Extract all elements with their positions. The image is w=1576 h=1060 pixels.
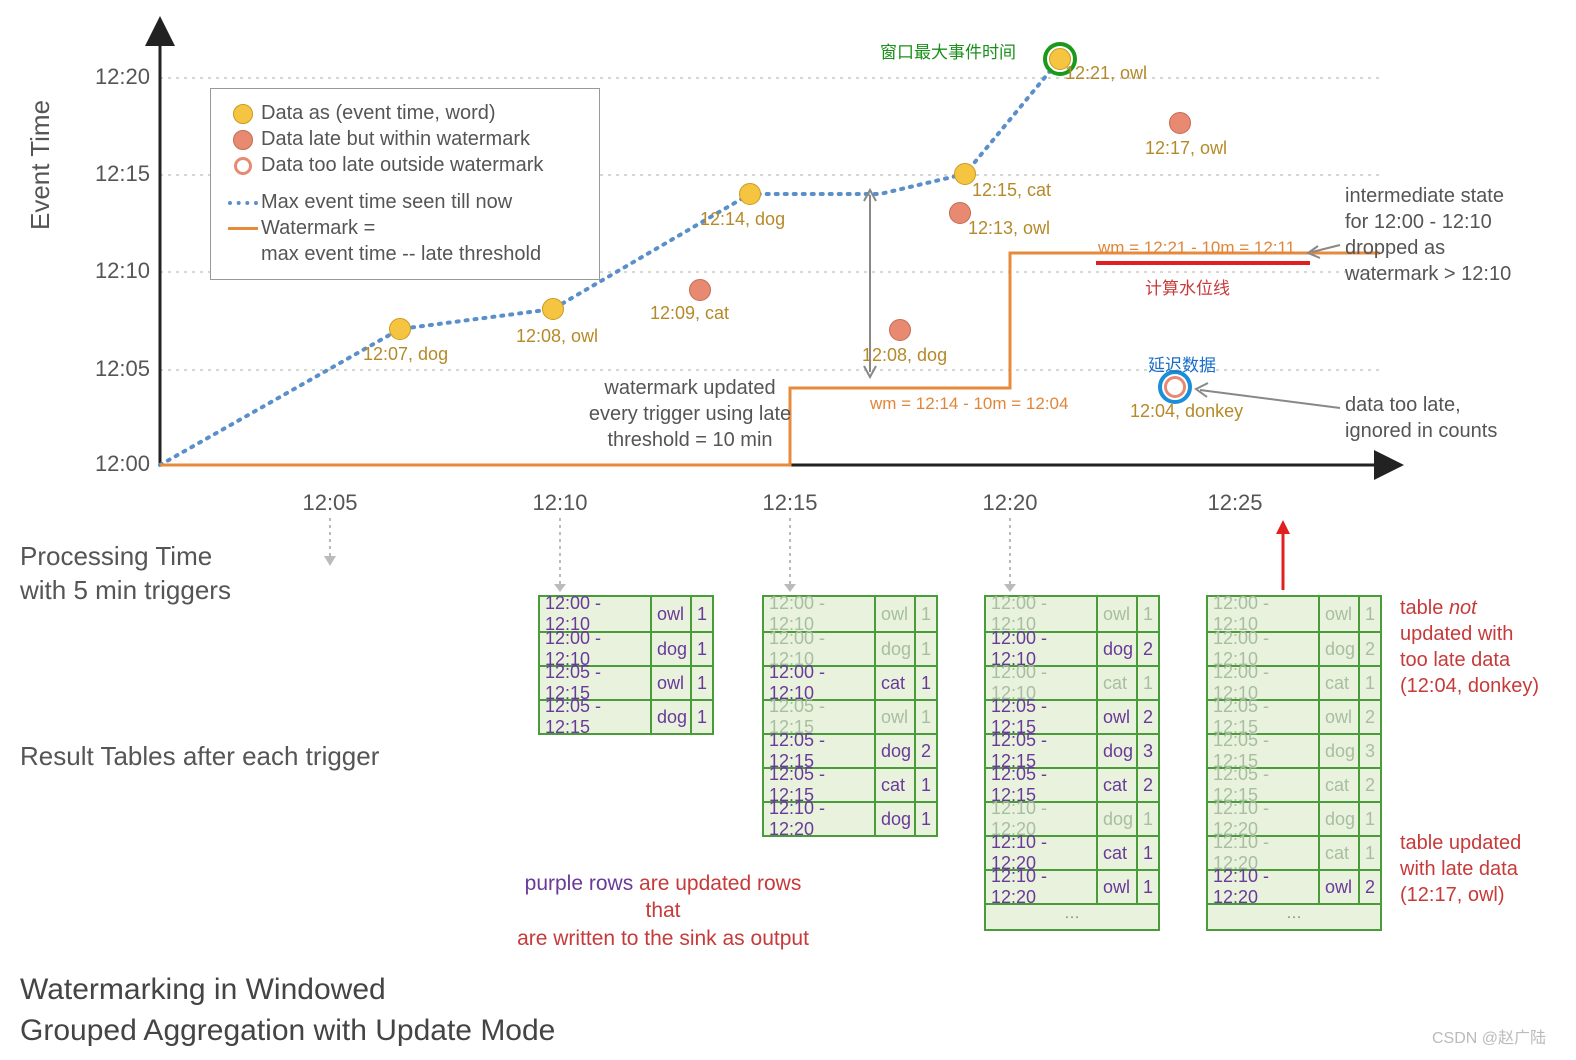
wm-text-2: wm = 12:21 - 10m = 12:11 xyxy=(1098,237,1295,259)
table-row: 12:00 - 12:10 cat 1 xyxy=(764,665,936,699)
data-point xyxy=(889,319,911,341)
data-point xyxy=(739,183,761,205)
table-row: 12:05 - 12:15 cat 2 xyxy=(1208,767,1380,801)
data-point xyxy=(1169,112,1191,134)
table-row: 12:10 - 12:20 cat 1 xyxy=(986,835,1158,869)
anno-calc: 计算水位线 xyxy=(1145,278,1230,300)
anno-updated: table updatedwith late data(12:17, owl) xyxy=(1400,830,1560,908)
data-point xyxy=(689,279,711,301)
table-row: 12:05 - 12:15 dog 1 xyxy=(540,699,712,733)
table-row: 12:00 - 12:10 dog 2 xyxy=(986,631,1158,665)
table-row: 12:05 - 12:15 owl 1 xyxy=(540,665,712,699)
table-row: 12:05 - 12:15 dog 3 xyxy=(1208,733,1380,767)
anno-intermediate: intermediate statefor 12:00 - 12:10dropp… xyxy=(1345,183,1511,287)
table-row: 12:05 - 12:15 owl 1 xyxy=(764,699,936,733)
result-table: 12:00 - 12:10 owl 1 12:00 - 12:10 dog 1 … xyxy=(538,595,714,735)
table-row: 12:05 - 12:15 dog 2 xyxy=(764,733,936,767)
anno-max-event: 窗口最大事件时间 xyxy=(880,42,1016,64)
result-tables-label: Result Tables after each trigger xyxy=(20,740,379,774)
legend-item: Max event time seen till now xyxy=(225,191,585,214)
data-point xyxy=(1164,376,1186,398)
legend-item: Data as (event time, word) xyxy=(225,102,585,125)
result-table: 12:00 - 12:10 owl 1 12:00 - 12:10 dog 2 … xyxy=(984,595,1160,931)
x-tick: 12:10 xyxy=(520,490,600,516)
data-point-label: 12:08, owl xyxy=(516,326,598,347)
table-row: 12:10 - 12:20 owl 1 xyxy=(986,869,1158,903)
table-row: 12:00 - 12:10 owl 1 xyxy=(540,597,712,631)
legend-item: Data late but within watermark xyxy=(225,128,585,151)
data-point-label: 12:09, cat xyxy=(650,303,729,324)
data-point-label: 12:17, owl xyxy=(1145,138,1227,159)
data-point xyxy=(542,298,564,320)
data-point-label: 12:04, donkey xyxy=(1130,401,1243,422)
y-tick: 12:10 xyxy=(90,258,150,284)
data-point-label: 12:08, dog xyxy=(862,345,947,366)
table-row: 12:05 - 12:15 cat 2 xyxy=(986,767,1158,801)
data-point-label: 12:13, owl xyxy=(968,218,1050,239)
anno-late: 延迟数据 xyxy=(1148,355,1216,377)
table-row: 12:05 - 12:15 owl 2 xyxy=(1208,699,1380,733)
y-tick: 12:05 xyxy=(90,356,150,382)
table-row: 12:00 - 12:10 owl 1 xyxy=(986,597,1158,631)
legend: Data as (event time, word) Data late but … xyxy=(210,88,600,280)
anno-not-updated: table notupdated withtoo late data(12:04… xyxy=(1400,595,1560,699)
data-point xyxy=(389,318,411,340)
legend-item: Watermark = xyxy=(225,217,585,240)
legend-item: max event time -- late threshold xyxy=(225,243,585,266)
data-point-label: 12:21, owl xyxy=(1065,63,1147,84)
table-row: 12:10 - 12:20 dog 1 xyxy=(764,801,936,835)
x-tick: 12:05 xyxy=(290,490,370,516)
table-row: 12:00 - 12:10 cat 1 xyxy=(1208,665,1380,699)
table-row: 12:00 - 12:10 dog 1 xyxy=(540,631,712,665)
data-point-label: 12:07, dog xyxy=(363,344,448,365)
data-point-label: 12:15, cat xyxy=(972,180,1051,201)
table-row: 12:10 - 12:20 dog 1 xyxy=(1208,801,1380,835)
x-tick: 12:15 xyxy=(750,490,830,516)
table-row: 12:10 - 12:20 dog 1 xyxy=(986,801,1158,835)
y-tick: 12:15 xyxy=(90,161,150,187)
anno-toolate: data too late,ignored in counts xyxy=(1345,392,1497,444)
diagram-title: Watermarking in WindowedGrouped Aggregat… xyxy=(20,970,555,1051)
y-tick: 12:20 xyxy=(90,64,150,90)
y-tick: 12:00 xyxy=(90,451,150,477)
legend-item: Data too late outside watermark xyxy=(225,154,585,177)
table-row: 12:00 - 12:10 cat 1 xyxy=(986,665,1158,699)
x-tick: 12:25 xyxy=(1195,490,1275,516)
proc-time-label: Processing Time with 5 min triggers xyxy=(20,540,231,608)
result-table: 12:00 - 12:10 owl 1 12:00 - 12:10 dog 2 … xyxy=(1206,595,1382,931)
wm-text-1: wm = 12:14 - 10m = 12:04 xyxy=(870,393,1068,415)
x-tick: 12:20 xyxy=(970,490,1050,516)
anno-wm-update: watermark updatedevery trigger using lat… xyxy=(560,375,820,453)
table-row: 12:05 - 12:15 dog 3 xyxy=(986,733,1158,767)
table-row: 12:05 - 12:15 cat 1 xyxy=(764,767,936,801)
table-row: 12:00 - 12:10 owl 1 xyxy=(764,597,936,631)
table-row: 12:00 - 12:10 dog 1 xyxy=(764,631,936,665)
table-row: 12:00 - 12:10 dog 2 xyxy=(1208,631,1380,665)
csdn-watermark: CSDN @赵广陆 xyxy=(1432,1024,1546,1048)
anno-purple-rows: purple rows are updated rows thatare wri… xyxy=(508,870,818,952)
result-table: 12:00 - 12:10 owl 1 12:00 - 12:10 dog 1 … xyxy=(762,595,938,837)
table-row: 12:10 - 12:20 owl 2 xyxy=(1208,869,1380,903)
y-axis-label: Event Time xyxy=(25,100,56,230)
table-row: 12:05 - 12:15 owl 2 xyxy=(986,699,1158,733)
table-row: 12:00 - 12:10 owl 1 xyxy=(1208,597,1380,631)
data-point-label: 12:14, dog xyxy=(700,209,785,230)
table-row: 12:10 - 12:20 cat 1 xyxy=(1208,835,1380,869)
